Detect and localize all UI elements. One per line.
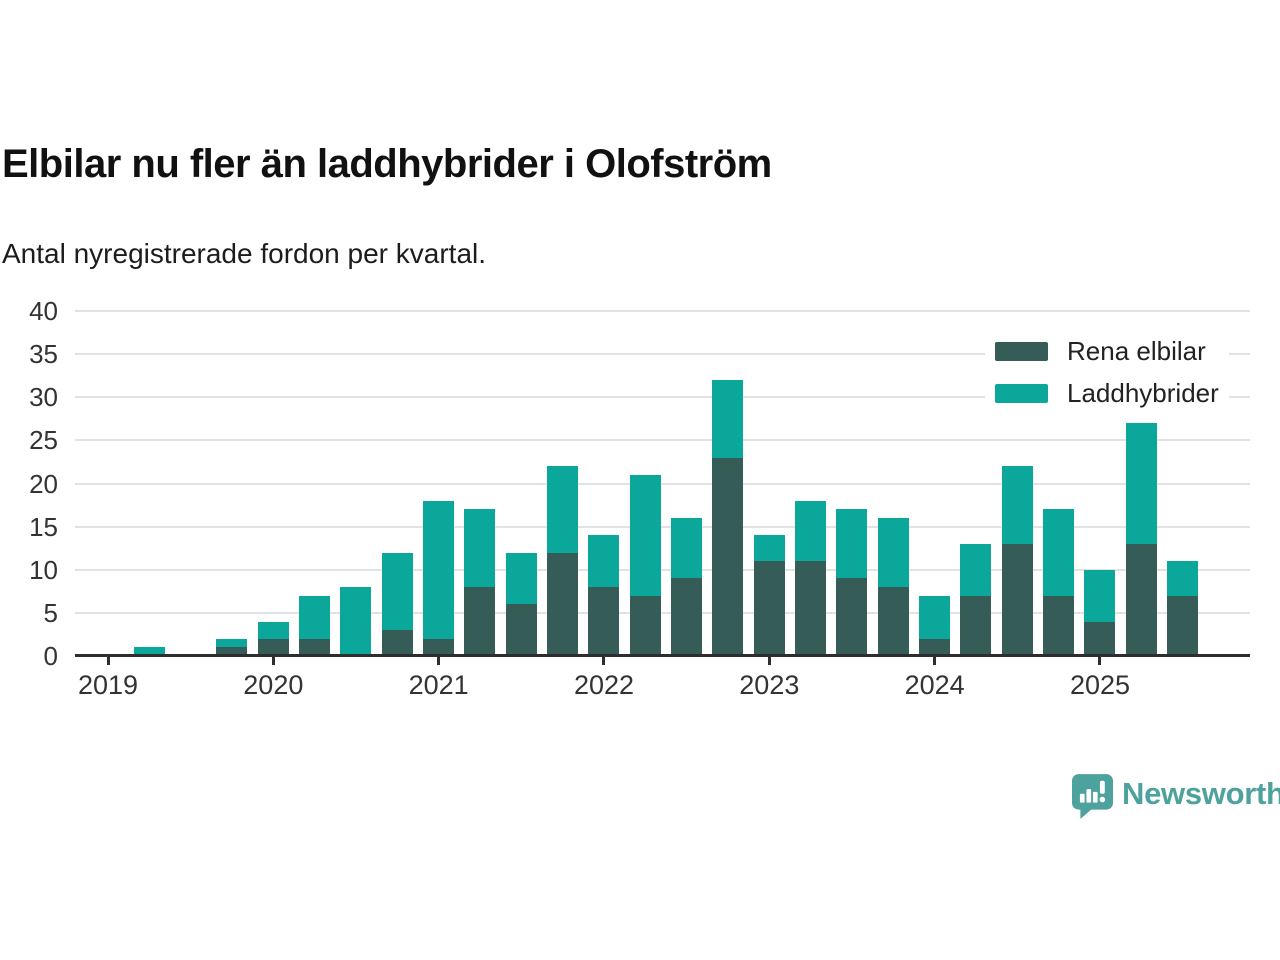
y-tick-label-20: 20 — [29, 468, 58, 499]
bar-2021-q1-laddhybrider — [423, 500, 455, 639]
x-tick-label-2022: 2022 — [573, 670, 635, 700]
gridline-35 — [75, 353, 1250, 356]
y-tick-label-30: 30 — [29, 382, 58, 413]
bar-2024-q1-laddhybrider — [919, 595, 951, 639]
bar-2021-q4-rena-elbilar — [547, 552, 579, 656]
bar-2023-q2-laddhybrider — [795, 500, 827, 562]
bar-2022-q2-rena-elbilar — [629, 595, 661, 656]
bar-2022-q2-laddhybrider — [629, 474, 661, 596]
chart-title: Elbilar nu fler än laddhybrider i Olofst… — [2, 142, 772, 186]
gridline-15 — [75, 525, 1250, 528]
bar-2023-q3-rena-elbilar — [836, 578, 868, 656]
bar-2023-q4-laddhybrider — [877, 518, 909, 587]
x-tick-label-2025: 2025 — [1069, 670, 1131, 700]
bar-2022-q4-rena-elbilar — [712, 457, 744, 656]
bar-2025-q3-laddhybrider — [1167, 561, 1199, 596]
bar-2025-q2-laddhybrider — [1125, 423, 1157, 544]
bar-2019-q4-rena-elbilar — [216, 647, 248, 656]
gridline-5 — [75, 611, 1250, 614]
bar-2020-q4-laddhybrider — [381, 552, 413, 631]
bar-2023-q3-laddhybrider — [836, 509, 868, 579]
bar-2024-q3-laddhybrider — [1001, 466, 1033, 544]
x-tick-label-2020: 2020 — [243, 670, 304, 700]
bar-2020-q3-laddhybrider — [340, 587, 372, 656]
legend-item-rena-elbilar: Rena elbilar — [995, 336, 1219, 367]
bar-2024-q3-rena-elbilar — [1001, 543, 1033, 656]
bar-2024-q2-rena-elbilar — [960, 595, 992, 656]
legend-label-rena-elbilar: Rena elbilar — [1067, 336, 1206, 366]
bar-2019-q4-laddhybrider — [216, 638, 248, 648]
bar-2022-q3-rena-elbilar — [671, 578, 703, 656]
y-tick-label-35: 35 — [29, 339, 58, 370]
gridline-10 — [75, 568, 1250, 571]
bar-2024-q1-rena-elbilar — [919, 638, 951, 656]
bar-2022-q1-laddhybrider — [588, 535, 620, 587]
y-tick-label-15: 15 — [29, 511, 58, 542]
bar-2023-q1-rena-elbilar — [753, 561, 785, 656]
legend-swatch-rena-elbilar — [995, 342, 1048, 361]
bar-2021-q4-laddhybrider — [547, 466, 579, 553]
bar-2021-q2-rena-elbilar — [464, 587, 496, 656]
bar-2021-q1-rena-elbilar — [423, 638, 455, 656]
y-tick-label-40: 40 — [29, 296, 58, 326]
brand-name: Newsworthy — [1122, 776, 1280, 811]
bar-2021-q2-laddhybrider — [464, 509, 496, 587]
bar-2019-q2-laddhybrider — [133, 647, 165, 656]
y-tick-label-5: 5 — [43, 597, 58, 628]
bar-2025-q2-rena-elbilar — [1125, 543, 1157, 656]
bar-2020-q1-rena-elbilar — [257, 638, 289, 656]
legend: Rena elbilar Laddhybrider — [985, 333, 1229, 414]
bar-2020-q1-laddhybrider — [257, 621, 289, 639]
x-tick-label-2019: 2019 — [77, 670, 139, 700]
bar-2023-q1-laddhybrider — [753, 535, 785, 562]
x-axis-line — [75, 654, 1250, 657]
brand-footer: Newsworthy — [1072, 774, 1280, 820]
bar-2025-q3-rena-elbilar — [1167, 595, 1199, 656]
bar-2024-q2-laddhybrider — [960, 543, 992, 596]
bar-2024-q4-rena-elbilar — [1043, 595, 1075, 656]
gridline-20 — [75, 482, 1250, 485]
bar-2021-q3-laddhybrider — [505, 552, 537, 605]
x-tick-2025 — [1098, 656, 1102, 665]
bar-2022-q1-rena-elbilar — [588, 587, 620, 656]
bar-2022-q4-laddhybrider — [712, 380, 744, 458]
x-tick-2022 — [602, 656, 606, 665]
bar-2025-q1-rena-elbilar — [1084, 621, 1116, 656]
bar-2021-q3-rena-elbilar — [505, 604, 537, 656]
x-tick-2020 — [271, 656, 275, 665]
x-tick-2024 — [933, 656, 937, 665]
x-tick-2023 — [767, 656, 771, 665]
gridline-40 — [75, 310, 1250, 312]
gridline-25 — [75, 439, 1250, 442]
bar-2024-q4-laddhybrider — [1043, 509, 1075, 596]
legend-label-laddhybrider: Laddhybrider — [1067, 378, 1219, 408]
bar-2020-q2-rena-elbilar — [299, 638, 331, 656]
y-tick-label-0: 0 — [43, 641, 58, 671]
legend-item-laddhybrider: Laddhybrider — [995, 378, 1219, 409]
bar-2023-q4-rena-elbilar — [877, 587, 909, 656]
x-tick-label-2024: 2024 — [904, 670, 965, 700]
bar-2023-q2-rena-elbilar — [795, 561, 827, 656]
gridline-30 — [75, 396, 1250, 399]
plot-area — [75, 310, 1250, 665]
bar-2020-q2-laddhybrider — [299, 595, 331, 639]
newsworthy-logo-icon — [1072, 774, 1113, 819]
x-tick-2021 — [437, 656, 441, 665]
y-tick-label-25: 25 — [29, 425, 58, 456]
y-tick-label-10: 10 — [29, 554, 58, 585]
chart-subtitle: Antal nyregistrerade fordon per kvartal. — [2, 238, 487, 269]
x-tick-label-2021: 2021 — [408, 670, 469, 700]
legend-swatch-laddhybrider — [995, 384, 1048, 403]
x-tick-label-2023: 2023 — [739, 670, 800, 700]
bar-2020-q4-rena-elbilar — [381, 630, 413, 656]
x-tick-2019 — [106, 656, 110, 665]
bar-2022-q3-laddhybrider — [671, 518, 703, 579]
bar-2025-q1-laddhybrider — [1084, 569, 1116, 622]
